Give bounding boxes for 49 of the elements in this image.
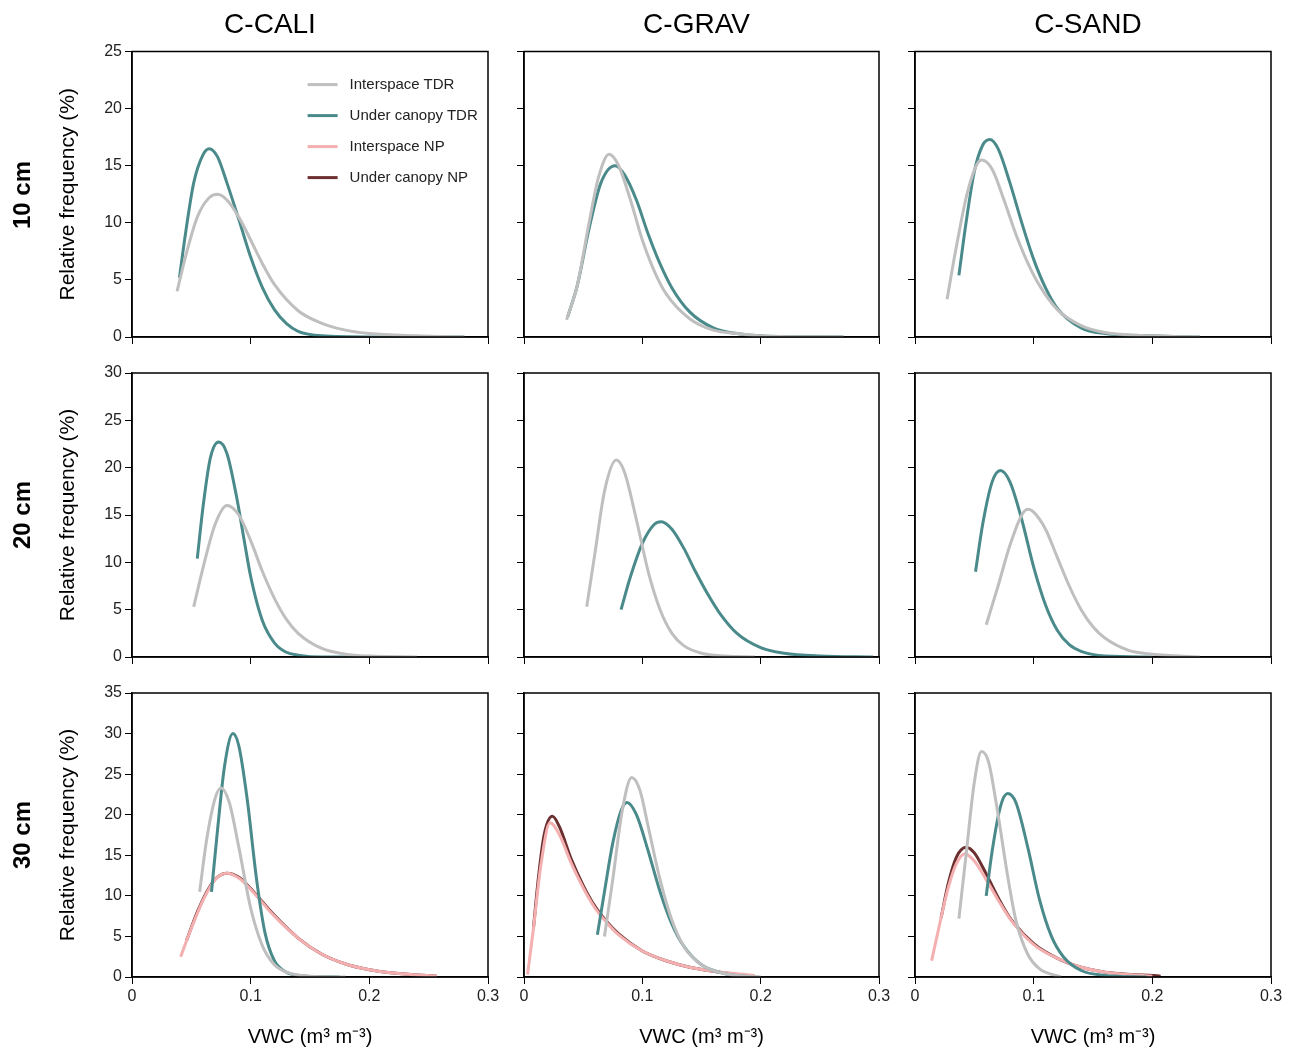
text: 10 cm (8, 160, 36, 229)
chart-title: C-GRAV (643, 7, 751, 39)
y-tick-label: 0 (113, 327, 123, 345)
y-tick-label: 35 (104, 683, 123, 701)
x-tick-label: 0.2 (358, 987, 381, 1005)
y-tick-label: 25 (104, 42, 123, 60)
x-tick-label: 0 (519, 987, 529, 1005)
x-tick-label: 0.1 (1022, 987, 1045, 1005)
y-tick-label: 0 (113, 967, 123, 985)
y-tick-label: 20 (104, 805, 123, 823)
x-tick-label: 0 (910, 987, 920, 1005)
x-tick-label: 0.3 (867, 987, 891, 1005)
legend-label: Interspace NP (349, 136, 445, 154)
legend-label: Under canopy NP (349, 167, 469, 185)
x-tick-label: 0 (127, 987, 137, 1005)
y-tick-label: 10 (104, 552, 123, 570)
y-tick-label: 15 (104, 845, 123, 863)
x-tick-label: 0.3 (476, 987, 500, 1005)
text: 20 cm (8, 480, 36, 550)
x-tick-label: 0.2 (1141, 987, 1164, 1005)
y-tick-label: 5 (113, 600, 123, 618)
legend-label: Under canopy TDR (349, 105, 478, 123)
y-tick-label: 20 (104, 458, 123, 476)
y-tick-label: 25 (104, 764, 123, 782)
chart-title: C-CALI (224, 7, 316, 39)
text: 30 cm (8, 800, 36, 870)
y-tick-label: 10 (104, 886, 123, 904)
y-tick-label: 15 (104, 156, 123, 174)
legend-label: Interspace TDR (349, 74, 455, 92)
y-axis-title: Relative frequency (%) (55, 408, 79, 622)
x-tick-label: 0.1 (239, 987, 262, 1005)
y-tick-label: 5 (113, 270, 123, 288)
x-axis-title: VWC (m³ m⁻³) (639, 1024, 764, 1047)
x-tick-label: 0.2 (749, 987, 772, 1005)
y-tick-label: 25 (104, 410, 123, 428)
y-tick-label: 30 (104, 363, 123, 381)
x-tick-label: 0.3 (1259, 987, 1283, 1005)
y-tick-label: 10 (104, 213, 123, 231)
y-tick-label: 15 (104, 505, 123, 523)
x-axis-title: VWC (m³ m⁻³) (247, 1024, 373, 1047)
y-axis-title: Relative frequency (%) (55, 728, 79, 942)
x-axis-title: VWC (m³ m⁻³) (1030, 1024, 1156, 1047)
y-tick-label: 5 (113, 926, 123, 944)
y-tick-label: 30 (104, 723, 123, 741)
y-tick-label: 0 (113, 647, 123, 665)
y-tick-label: 20 (104, 99, 123, 117)
x-tick-label: 0.1 (631, 987, 654, 1005)
y-axis-title: Relative frequency (%) (55, 88, 79, 301)
chart-title: C-SAND (1034, 7, 1142, 39)
